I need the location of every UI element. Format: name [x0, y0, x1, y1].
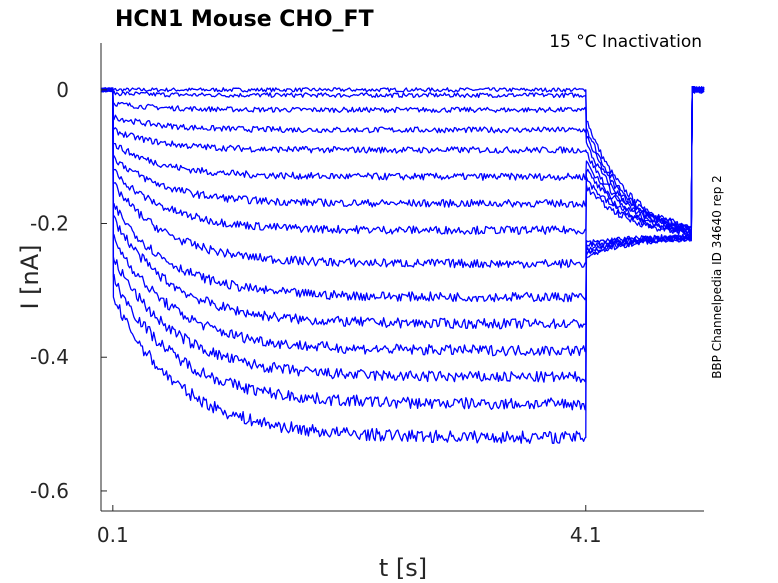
y-tick-label: -0.4 — [30, 345, 69, 369]
current-trace — [100, 86, 705, 411]
current-trace — [100, 86, 705, 234]
x-axis-label: t [s] — [379, 554, 427, 582]
current-trace — [100, 86, 705, 231]
current-trace — [100, 87, 705, 357]
x-tick-label: 4.1 — [570, 523, 602, 547]
current-trace — [100, 87, 705, 232]
current-trace — [100, 86, 705, 236]
current-trace — [100, 86, 705, 232]
current-trace — [101, 86, 705, 383]
current-trace — [100, 86, 705, 231]
condition-annotation: 15 °C Inactivation — [549, 32, 702, 52]
y-axis-label: I [nA] — [16, 244, 44, 309]
traces-group — [100, 85, 705, 445]
axes-group: 0 -0.2 -0.4 -0.6 0.1 4.1 — [30, 43, 704, 547]
current-trace — [100, 86, 705, 330]
current-trace — [100, 87, 705, 445]
y-tick-label: -0.2 — [30, 212, 69, 236]
y-tick-label: 0 — [56, 78, 69, 102]
chart-title: HCN1 Mouse CHO_FT — [115, 7, 374, 32]
current-trace — [100, 85, 705, 303]
current-trace — [100, 86, 705, 234]
x-tick-label: 0.1 — [97, 523, 129, 547]
current-trace — [100, 86, 705, 269]
current-trace — [100, 87, 705, 235]
y-tick-label: -0.6 — [30, 479, 69, 503]
side-label: BBP Channelpedia ID 34640 rep 2 — [710, 175, 724, 379]
